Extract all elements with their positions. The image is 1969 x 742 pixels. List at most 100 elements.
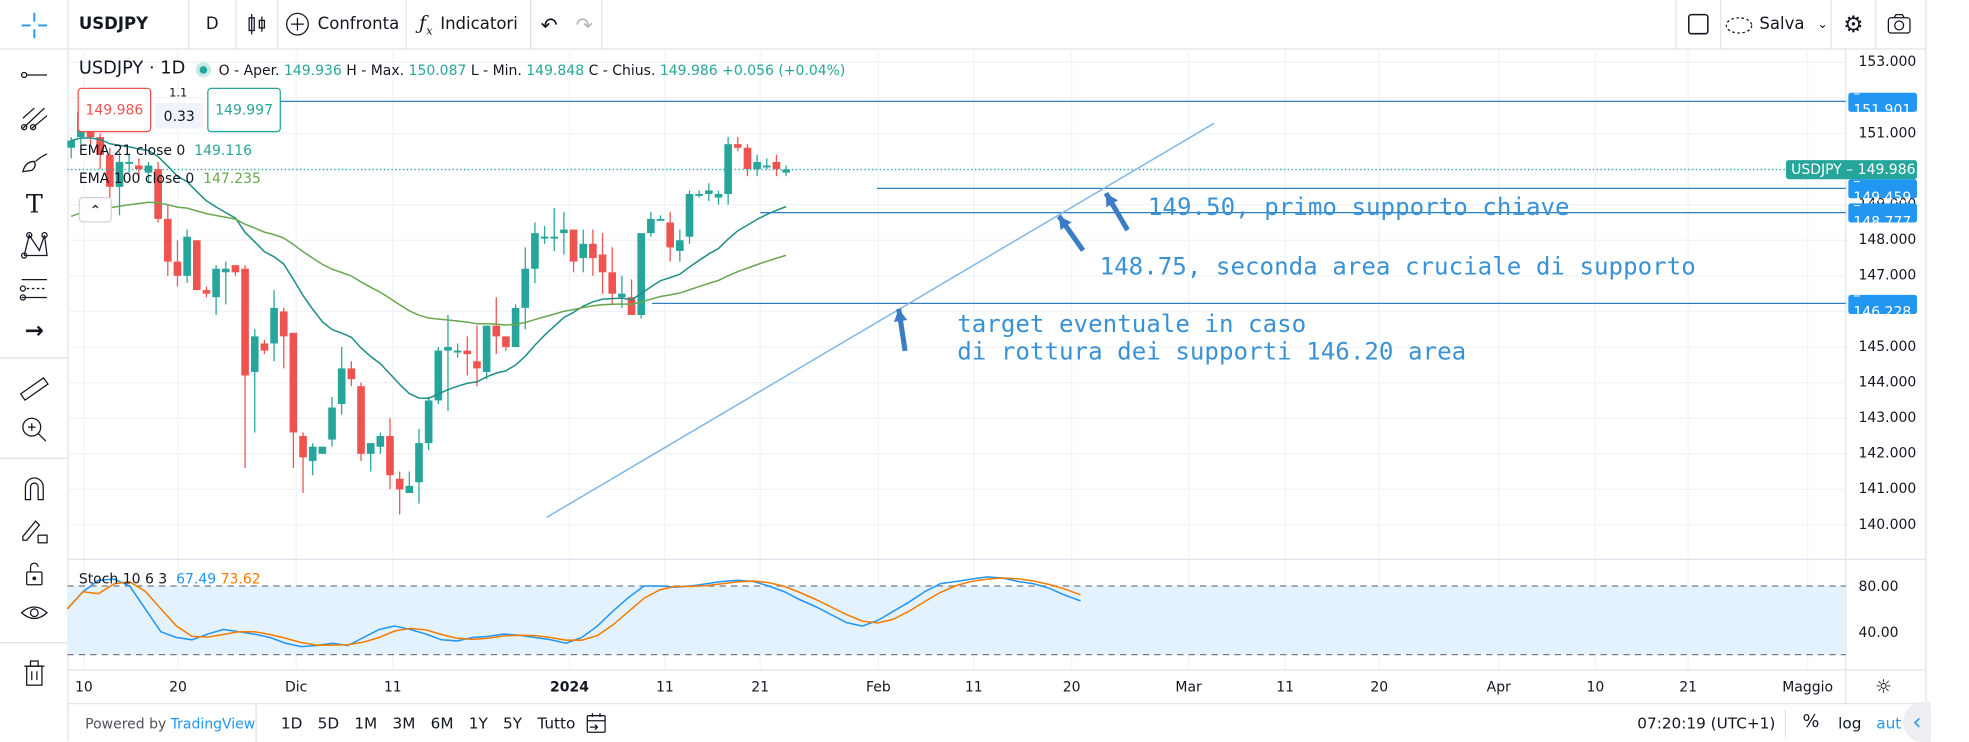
arrow-tool[interactable]: → — [10, 313, 58, 349]
unlock-icon — [26, 562, 43, 586]
range-button-5y[interactable]: 5Y — [503, 714, 523, 733]
time-tick: Dic — [285, 678, 308, 696]
ruler-icon — [19, 376, 49, 402]
redo-button[interactable]: ↷ — [567, 0, 603, 49]
lock-all-tool[interactable] — [10, 556, 58, 592]
stoch-legend[interactable]: Stoch 10 6 3 67.49 73.62 — [78, 570, 261, 588]
fullscreen-button[interactable] — [1675, 0, 1722, 49]
time-tick: 11 — [964, 678, 983, 696]
magnet-icon — [24, 477, 44, 501]
sell-button[interactable]: 149.986 — [77, 87, 152, 133]
tradingview-link: TradingView — [170, 715, 256, 733]
zoom-tool[interactable] — [10, 412, 58, 448]
open-value: 149.936 — [283, 62, 342, 79]
level-price-tag: – 148.777 — [1848, 197, 1917, 230]
collapse-legend-button[interactable]: ⌃ — [78, 197, 112, 223]
price-tick: 143.000 — [1858, 409, 1917, 426]
powered-by[interactable]: Powered by TradingView — [85, 715, 256, 733]
trend-line-tool[interactable] — [10, 57, 58, 93]
pattern-icon — [20, 231, 48, 259]
crosshair-tool[interactable] — [10, 8, 58, 44]
annotation-primary-support[interactable]: 149.50, primo supporto chiave — [1147, 193, 1570, 222]
clock[interactable]: 07:20:19 (UTC+1) — [1637, 714, 1776, 733]
indicators-button[interactable]: ƒx Indicatori — [407, 0, 532, 49]
prediction-tool[interactable] — [10, 271, 58, 307]
pitchfork-icon — [20, 107, 48, 131]
crosshair-icon — [21, 12, 48, 39]
sun-gear-icon: ☼ — [1875, 675, 1893, 698]
annotation-target-line1[interactable]: target eventuale in caso — [957, 310, 1307, 339]
top-toolbar: USDJPY D Confronta ƒx Indicatori ↶ ↷ Sal… — [0, 0, 1926, 50]
delete-tool[interactable] — [10, 655, 58, 691]
expand-panel-button[interactable]: ‹ — [1902, 701, 1931, 742]
range-button-1d[interactable]: 1D — [280, 714, 303, 733]
time-tick: Apr — [1486, 678, 1511, 696]
time-tick: 10 — [75, 678, 93, 696]
brush-tool[interactable] — [10, 144, 58, 180]
screenshot-button[interactable] — [1876, 0, 1922, 48]
magnet-tool[interactable] — [10, 470, 58, 506]
axis-settings-button[interactable]: ☼ — [1875, 675, 1892, 698]
current-price-tag: USDJPY – 149.986 — [1786, 160, 1917, 180]
range-button-1y[interactable]: 1Y — [468, 714, 488, 733]
time-tick: 20 — [169, 678, 187, 696]
chevron-up-icon: ⌃ — [89, 201, 102, 219]
time-tick: Mar — [1175, 678, 1202, 696]
pitchfork-tool[interactable] — [10, 100, 58, 136]
auto-toggle[interactable]: aut — [1876, 714, 1902, 733]
chevron-left-icon: ‹ — [1912, 708, 1922, 736]
time-tick: 21 — [751, 678, 770, 696]
range-button-tutto[interactable]: Tutto — [537, 714, 576, 733]
price-tick: 151.000 — [1858, 124, 1917, 142]
level-price-tag: – 149.459 — [1848, 172, 1917, 205]
buy-button[interactable]: 149.997 — [207, 87, 281, 133]
spread-top: 1.1 — [169, 87, 188, 101]
level-price-tag: – 151.901 — [1848, 86, 1917, 119]
save-button[interactable]: Salva ⌄ — [1721, 0, 1832, 49]
lock-drawing-tool[interactable] — [10, 512, 58, 548]
settings-button[interactable]: ⚙ — [1832, 0, 1877, 49]
range-button-3m[interactable]: 3M — [392, 714, 416, 733]
range-button-1m[interactable]: 1M — [354, 714, 378, 733]
time-tick: 20 — [1062, 678, 1081, 696]
range-buttons: 1D 5D 1M 3M 6M 1Y 5Y Tutto — [273, 714, 583, 732]
plus-circle-icon — [285, 12, 309, 36]
chart-type-button[interactable] — [236, 0, 279, 49]
date-range-button[interactable] — [585, 712, 608, 740]
candles-icon — [248, 13, 266, 35]
gear-icon: ⚙ — [1843, 10, 1864, 38]
level-price-tag: – 146.228 — [1848, 287, 1917, 320]
cloud-icon — [1725, 17, 1753, 34]
price-tick: 153.000 — [1858, 53, 1917, 70]
sell-price: 149.986 — [85, 101, 144, 119]
pattern-tool[interactable] — [10, 228, 58, 264]
compare-button[interactable]: Confronta — [278, 0, 407, 49]
measure-tool[interactable] — [10, 371, 58, 407]
percent-toggle[interactable]: % — [1802, 711, 1820, 733]
ema21-legend[interactable]: EMA 21 close 0 149.116 — [78, 142, 253, 159]
annotation-secondary-support[interactable]: 148.75, seconda area cruciale di support… — [1099, 252, 1696, 281]
ema100-legend[interactable]: EMA 100 close 0 147.235 — [78, 170, 261, 187]
undo-button[interactable]: ↶ — [531, 0, 567, 48]
interval-button[interactable]: D — [189, 0, 237, 49]
price-tick: 140.000 — [1858, 516, 1917, 533]
ema100-value: 147.235 — [203, 170, 261, 187]
hide-tool[interactable] — [10, 596, 58, 632]
text-tool[interactable]: T — [10, 186, 58, 222]
brush-icon — [22, 153, 48, 173]
time-tick: 20 — [1370, 678, 1389, 696]
log-toggle[interactable]: log — [1838, 714, 1862, 733]
change-value: +0.056 (+0.04%) — [722, 62, 846, 79]
high-value: 150.087 — [408, 62, 467, 79]
trash-icon — [24, 660, 45, 686]
range-button-6m[interactable]: 6M — [430, 714, 454, 733]
trend-line-icon — [20, 71, 48, 79]
bottom-bar: Powered by TradingView 1D 5D 1M 3M 6M 1Y 5Y Tut… — [67, 701, 1931, 742]
price-tick: 141.000 — [1858, 480, 1917, 498]
text-icon: T — [25, 188, 43, 219]
range-button-5d[interactable]: 5D — [317, 714, 340, 733]
annotation-target-line2[interactable]: di rottura dei supporti 146.20 area — [957, 338, 1467, 367]
symbol-search[interactable]: USDJPY — [67, 0, 190, 49]
